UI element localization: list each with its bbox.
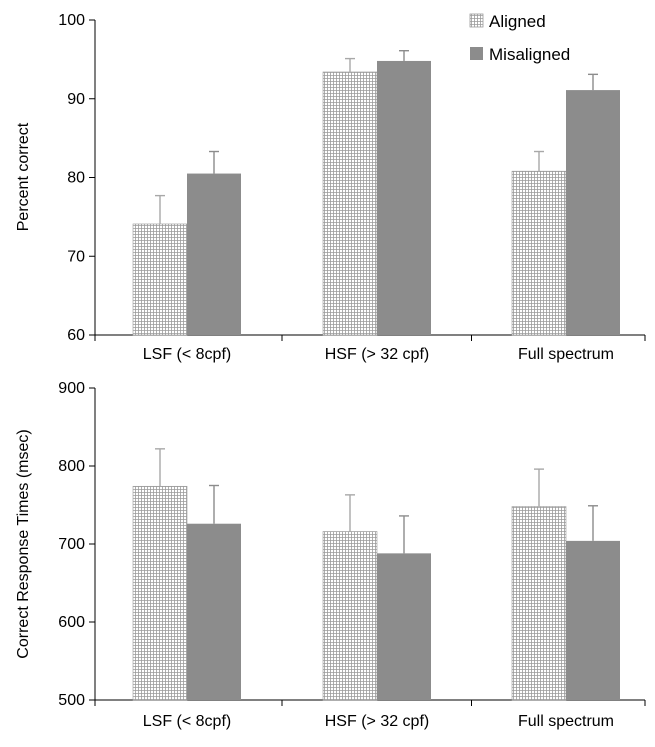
top-bars <box>132 50 620 336</box>
bottom-y-tick-label: 700 <box>58 536 85 553</box>
top-bar-aligned <box>322 71 378 336</box>
bottom-category-label: LSF (< 8cpf) <box>143 713 231 730</box>
legend-misaligned-swatch <box>470 47 483 60</box>
bottom-bar-aligned <box>511 506 567 701</box>
bottom-y-ticks: 500 600 700 800 900 <box>58 380 95 709</box>
top-y-tick-label: 90 <box>67 91 85 108</box>
top-bar-misaligned <box>377 60 431 335</box>
legend-aligned-label: Aligned <box>489 12 546 31</box>
bottom-category-label: HSF (> 32 cpf) <box>325 713 429 730</box>
bottom-bar-aligned <box>322 531 378 701</box>
top-y-tick-label: 100 <box>58 12 85 29</box>
bottom-y-tick-label: 500 <box>58 692 85 709</box>
top-bar-misaligned <box>187 173 241 335</box>
legend-misaligned-label: Misaligned <box>489 45 570 64</box>
bottom-category-label: Full spectrum <box>518 713 614 730</box>
top-y-tick-label: 80 <box>67 170 85 187</box>
top-category-label: HSF (> 32 cpf) <box>325 346 429 363</box>
top-y-ticks: 60 70 80 90 100 <box>58 12 95 344</box>
bottom-bar-misaligned <box>566 540 620 700</box>
top-bar-aligned <box>511 170 567 336</box>
top-bar-aligned <box>132 223 188 336</box>
bottom-categories: LSF (< 8cpf) HSF (> 32 cpf) Full spectrum <box>143 713 614 730</box>
legend: Aligned Misaligned <box>469 12 570 64</box>
bottom-y-tick-label: 600 <box>58 614 85 631</box>
bottom-bars <box>132 448 620 701</box>
legend-aligned-swatch <box>469 13 484 28</box>
top-y-axis-title: Percent correct <box>15 122 32 231</box>
bottom-bar-misaligned <box>187 523 241 700</box>
bottom-bar-aligned <box>132 485 188 701</box>
top-y-tick-label: 70 <box>67 248 85 265</box>
bottom-y-tick-label: 900 <box>58 380 85 397</box>
bottom-bar-misaligned <box>377 553 431 700</box>
top-category-label: Full spectrum <box>518 346 614 363</box>
top-categories: LSF (< 8cpf) HSF (> 32 cpf) Full spectrum <box>143 346 614 363</box>
bottom-y-tick-label: 800 <box>58 458 85 475</box>
bottom-y-axis-title: Correct Response Times (msec) <box>15 429 32 658</box>
top-y-tick-label: 60 <box>67 327 85 344</box>
percent-correct-chart: 60 70 80 90 100 LSF (< 8cpf) HSF (> 32 cpf) Fu… <box>15 12 646 363</box>
top-bar-misaligned <box>566 90 620 336</box>
top-category-label: LSF (< 8cpf) <box>143 346 231 363</box>
response-times-chart: 500 600 700 800 900 LSF (< 8cpf) HSF (> 32 cp… <box>15 380 646 730</box>
